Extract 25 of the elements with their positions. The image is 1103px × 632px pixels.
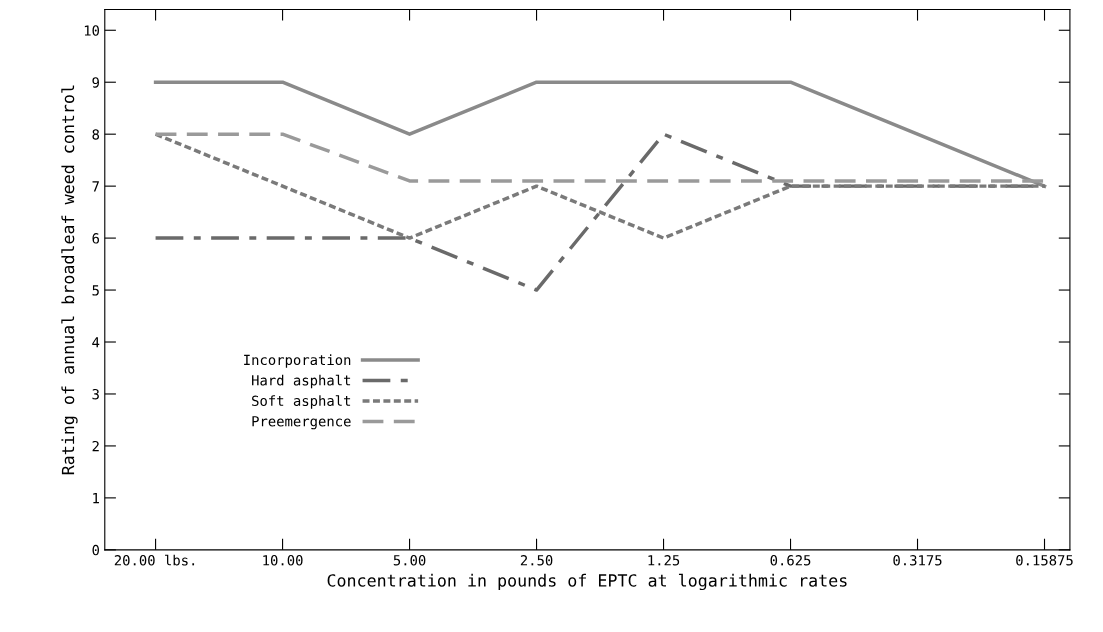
y-tick-label: 1 (93, 493, 99, 504)
y-tick-label: 0 (92, 544, 100, 556)
x-tick-label: 0.3175 (893, 555, 942, 566)
x-tick-label: 20.00 lbs. (114, 554, 195, 566)
x-tick-label: 5.00 (393, 555, 426, 566)
x-axis-title: Concentration in pounds of EPTC at logarithmic rates (327, 573, 847, 591)
legend-label: Preemergence (252, 416, 351, 430)
y-tick-label: 4 (92, 337, 100, 348)
y-axis-title: Rating of annual broadleaf weed control (61, 85, 78, 475)
y-tick-label: 3 (92, 388, 99, 400)
y-tick-label: 9 (92, 77, 99, 88)
legend-label: Incorporation (244, 354, 351, 368)
y-tick-label: 7 (92, 181, 99, 192)
x-tick-label: 2.50 (520, 555, 553, 566)
y-tick-label: 6 (92, 233, 100, 244)
x-tick-label: 10.00 (263, 555, 303, 566)
y-tick-label: 2 (92, 440, 99, 452)
legend-label: Hard asphalt (252, 374, 351, 389)
x-tick-label: 0.625 (770, 555, 811, 566)
y-tick-label: 8 (92, 129, 100, 140)
x-tick-label: 1.25 (648, 555, 680, 566)
legend-label: Soft asphalt (252, 395, 351, 409)
x-tick-label: 0.15875 (1016, 555, 1073, 566)
y-tick-label: 10 (84, 25, 100, 36)
y-tick-label: 5 (92, 285, 99, 296)
